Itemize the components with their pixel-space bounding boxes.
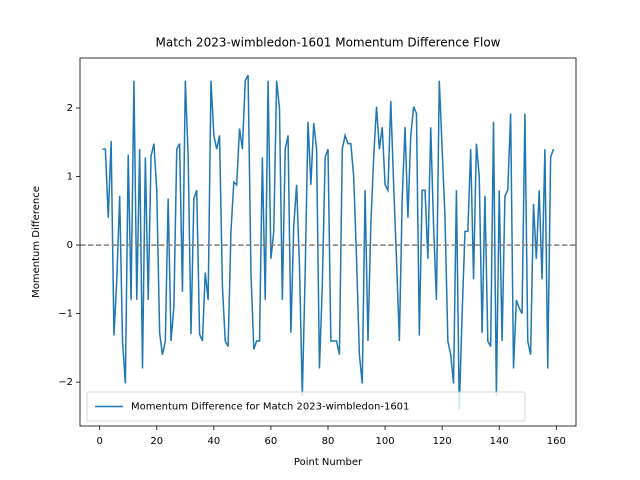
x-tick-label: 80 — [322, 436, 335, 447]
legend-label: Momentum Difference for Match 2023-wimbl… — [131, 402, 409, 413]
plot-frame — [79, 57, 577, 427]
legend-box — [86, 391, 526, 422]
y-tick-label: −2 — [58, 377, 73, 388]
x-tick-label: 40 — [207, 436, 220, 447]
y-axis-label: Momentum Difference — [31, 186, 42, 298]
chart-title: Match 2023-wimbledon-1601 Momentum Diffe… — [156, 36, 501, 50]
x-tick-label: 0 — [97, 436, 103, 447]
x-tick-label: 60 — [265, 436, 278, 447]
y-tick-label: 1 — [67, 172, 73, 183]
data-line — [102, 74, 555, 410]
x-tick-label: 140 — [490, 436, 509, 447]
y-tick-label: 0 — [67, 240, 73, 251]
y-tick-label: 2 — [67, 103, 73, 114]
x-tick-label: 20 — [150, 436, 163, 447]
x-tick-label: 100 — [376, 436, 395, 447]
x-axis-label: Point Number — [294, 457, 363, 468]
x-tick-label: 160 — [547, 436, 566, 447]
y-tick-label: −1 — [58, 309, 73, 320]
x-tick-label: 120 — [433, 436, 452, 447]
